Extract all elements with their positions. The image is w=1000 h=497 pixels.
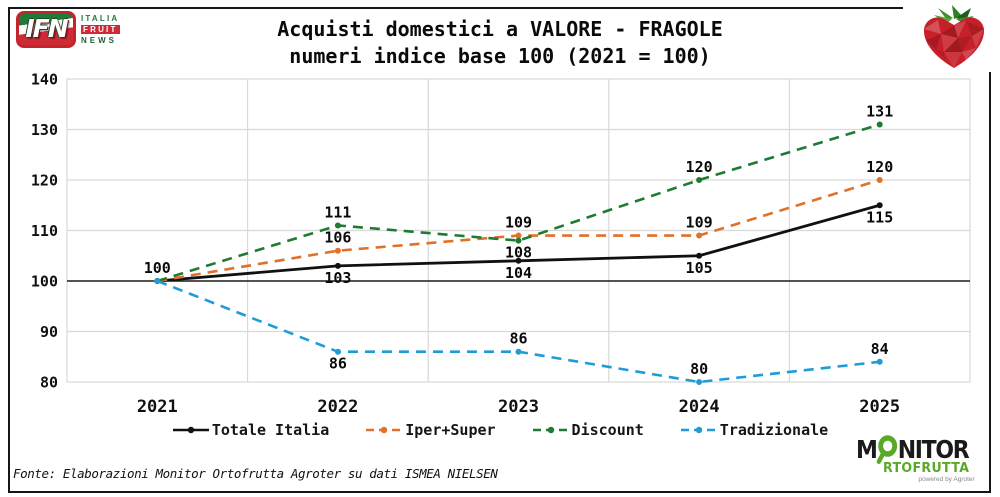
data-point xyxy=(876,358,883,365)
y-tick-label: 80 xyxy=(40,374,58,392)
data-label: 86 xyxy=(329,355,347,373)
data-point xyxy=(154,278,161,284)
chart-title: Acquisti domestici a VALORE - FRAGOLE nu… xyxy=(0,16,1000,70)
data-label: 111 xyxy=(324,203,351,221)
y-tick-label: 90 xyxy=(40,323,58,341)
y-tick-label: 100 xyxy=(31,273,58,291)
ifn-acronym: IFN xyxy=(25,14,68,43)
data-label: 115 xyxy=(866,208,893,226)
x-tick-label: 2024 xyxy=(679,397,720,417)
plot-border xyxy=(66,78,971,383)
data-labels: 100 103 104 105 115 106 109 109 120 111 108 120 131 8… xyxy=(144,102,893,378)
data-label: 131 xyxy=(866,102,893,120)
strawberry-corner xyxy=(903,0,1000,72)
legend-marker-totale-italia xyxy=(172,426,209,434)
y-tick-label: 140 xyxy=(31,71,58,89)
series-iper-super xyxy=(154,177,883,284)
strawberry-body xyxy=(923,17,985,68)
legend-marker-tradizionale xyxy=(680,426,717,434)
data-point xyxy=(876,121,883,128)
data-point xyxy=(334,348,341,355)
data-point xyxy=(696,232,703,239)
data-point xyxy=(696,379,703,385)
legend-marker-discount xyxy=(532,426,569,434)
data-point xyxy=(515,348,522,355)
series-line xyxy=(156,123,881,283)
strawberry-icon xyxy=(923,5,985,68)
data-label: 84 xyxy=(871,340,889,358)
data-label: 106 xyxy=(324,229,351,247)
monitor-nitor: NITOR xyxy=(898,434,970,464)
y-tick-label: 130 xyxy=(31,121,58,139)
series-tradizionale xyxy=(154,278,883,385)
ifn-logo: IFN ITALIA FRUIT NEWS xyxy=(16,11,120,48)
chart-title-line1: Acquisti domestici a VALORE - FRAGOLE xyxy=(277,17,723,41)
data-point xyxy=(515,232,522,239)
legend-label: Totale Italia xyxy=(211,421,330,439)
monitor-powered-by: powered by Agroter xyxy=(918,476,975,483)
data-label: 109 xyxy=(686,214,713,232)
data-point xyxy=(334,222,341,229)
ifn-italia-label: ITALIA xyxy=(81,14,120,23)
data-label: 120 xyxy=(686,158,713,176)
x-tick-label: 2021 xyxy=(137,397,178,417)
legend-item-discount: Discount xyxy=(532,421,644,439)
legend-label: Tradizionale xyxy=(719,421,829,439)
outer-border xyxy=(8,7,991,493)
data-point xyxy=(334,247,341,254)
data-point xyxy=(515,257,522,264)
data-point xyxy=(876,202,883,209)
data-label: 108 xyxy=(505,244,532,262)
chart-title-line2: numeri indice base 100 (2021 = 100) xyxy=(289,44,711,68)
data-point xyxy=(515,237,522,244)
legend-marker-iper-super xyxy=(366,426,403,434)
data-label: 100 xyxy=(144,259,171,277)
data-label: 120 xyxy=(866,158,893,176)
data-label: 109 xyxy=(505,214,532,232)
y-tick-label: 120 xyxy=(31,172,58,190)
y-tick-label: 110 xyxy=(31,222,58,240)
monitor-rtofrutta: RTOFRUTTA xyxy=(883,460,970,476)
gridlines: 80 90 100 110 120 130 140 xyxy=(31,71,970,392)
legend-label: Discount xyxy=(571,421,644,439)
data-label: 80 xyxy=(690,360,708,378)
data-point xyxy=(696,177,703,183)
x-tick-label: 2023 xyxy=(498,397,539,417)
data-point xyxy=(334,262,341,269)
legend-label: Iper+Super xyxy=(405,421,496,439)
ifn-fruit-label: FRUIT xyxy=(81,25,120,34)
data-point xyxy=(696,252,703,259)
legend-item-totale-italia: Totale Italia xyxy=(172,421,329,439)
data-label: 105 xyxy=(686,259,713,277)
x-tick-label: 2025 xyxy=(859,397,900,417)
legend-item-tradizionale: Tradizionale xyxy=(680,421,828,439)
data-label: 86 xyxy=(509,330,527,348)
legend-item-iper-super: Iper+Super xyxy=(365,421,496,439)
legend: Totale Italia Iper+Super Discount Tradizion… xyxy=(0,421,1000,439)
data-label: 103 xyxy=(324,269,351,287)
monitor-ortofrutta-logo: M NITOR RTOFRUTTA powered by Agroter xyxy=(854,434,986,483)
source-note: Fonte: Elaborazioni Monitor Ortofrutta A… xyxy=(13,466,498,481)
data-label: 104 xyxy=(505,264,532,282)
x-tick-label: 2022 xyxy=(317,397,358,417)
ifn-news-label: NEWS xyxy=(81,36,117,45)
monitor-m: M xyxy=(856,434,878,464)
x-axis-labels: 2021 2022 2023 2024 2025 xyxy=(137,397,900,417)
ifn-flag-badge: IFN xyxy=(16,11,76,48)
data-point xyxy=(876,177,883,183)
magnifier-icon xyxy=(877,435,898,464)
